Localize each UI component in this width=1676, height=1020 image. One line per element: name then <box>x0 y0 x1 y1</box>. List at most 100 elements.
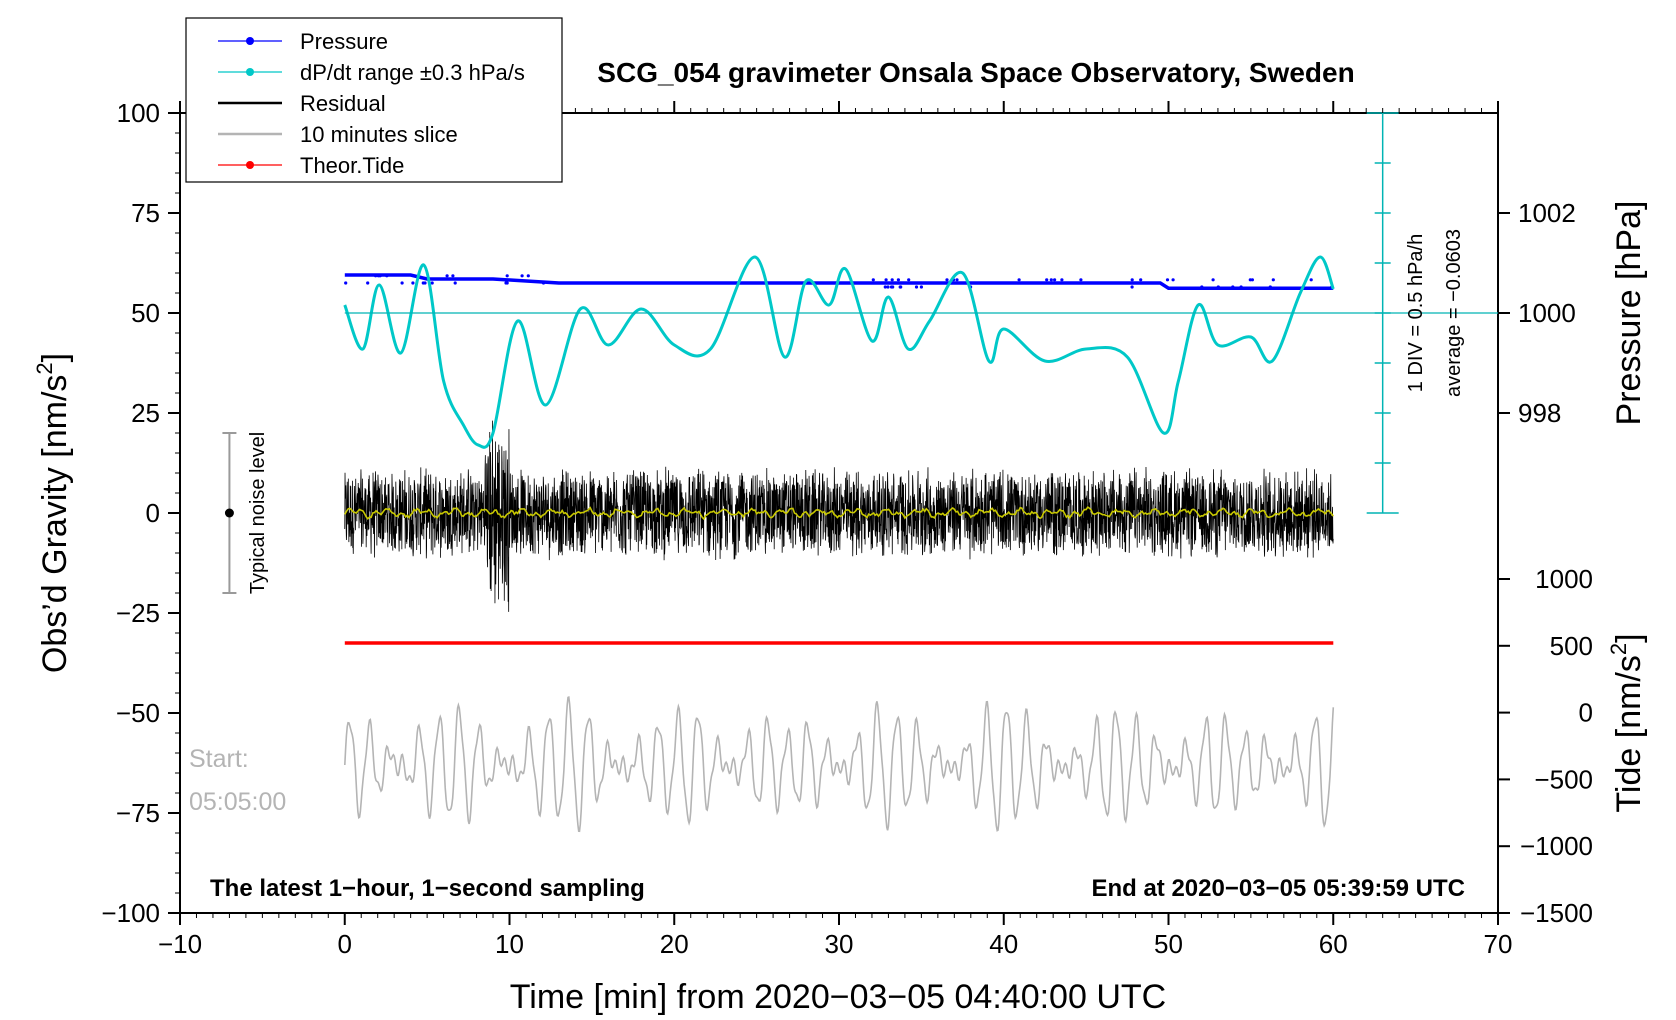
pressure-point <box>914 285 919 289</box>
pressure-point <box>1130 285 1134 289</box>
pressure-point <box>871 278 875 282</box>
pressure-line <box>344 273 1334 290</box>
x-axis-label: Time [min] from 2020−03−05 04:40:00 UTC <box>510 978 1166 1016</box>
pressure-point <box>1231 285 1235 289</box>
slice-start-time: 05:05:00 <box>189 788 286 816</box>
slice-line <box>344 695 1335 833</box>
pressure-tick-label: 1000 <box>1518 298 1576 328</box>
pressure-point <box>898 285 902 289</box>
series-layer <box>222 112 1498 833</box>
pressure-point <box>504 281 508 285</box>
x-tick-label: −10 <box>158 929 202 959</box>
pressure-point <box>421 281 425 285</box>
slice-start-label: Start: <box>189 745 249 773</box>
pressure-point <box>430 281 434 285</box>
pressure-point <box>1060 278 1064 282</box>
pressure-point <box>1200 285 1204 289</box>
pressure-point <box>890 278 894 282</box>
pressure-point <box>1171 278 1175 282</box>
pressure-point <box>366 281 370 285</box>
legend-label-pressure: Pressure <box>300 29 388 54</box>
legend-label-dpdt: dP/dt range ±0.3 hPa/s <box>300 60 525 85</box>
x-tick-label: 30 <box>825 929 854 959</box>
x-tick-label: 60 <box>1319 929 1348 959</box>
pressure-point <box>1250 278 1254 282</box>
pressure-point <box>896 278 901 282</box>
y-tick-label: −25 <box>116 598 160 628</box>
y-tick-label: −75 <box>116 798 160 828</box>
pressure-point <box>919 285 924 289</box>
y-axis-label-pressure: Pressure [hPa] <box>1610 201 1648 426</box>
pressure-point <box>883 285 887 289</box>
noise-bar-center <box>224 508 234 518</box>
pressure-point <box>411 281 415 285</box>
tide-tick-label: −500 <box>1534 764 1593 794</box>
dp-dt-line <box>343 255 1335 449</box>
pressure-point <box>1165 278 1170 282</box>
pressure-point <box>889 285 894 289</box>
residual-line <box>344 420 1334 612</box>
pressure-point <box>945 278 949 282</box>
footer-left: The latest 1−hour, 1−second sampling <box>210 875 645 902</box>
y-tick-label: 25 <box>131 398 160 428</box>
pressure-point <box>1130 278 1134 282</box>
tide-tick-label: 0 <box>1579 698 1593 728</box>
legend-label-slice: 10 minutes slice <box>300 122 458 147</box>
legend-marker-pressure <box>246 37 254 45</box>
tide-tick-label: 500 <box>1550 631 1593 661</box>
legend-marker-tide <box>246 161 254 169</box>
y-tick-label: 50 <box>131 298 160 328</box>
pressure-tick-label: 1002 <box>1518 198 1576 228</box>
y-tick-label: 0 <box>146 498 160 528</box>
pressure-point <box>1139 278 1143 282</box>
pressure-point <box>886 285 890 289</box>
pressure-point <box>451 274 455 278</box>
pressure-point <box>955 278 959 282</box>
y-tick-label: −100 <box>101 898 160 928</box>
legend-label-tide: Theor.Tide <box>300 153 404 178</box>
pressure-point <box>1053 278 1057 282</box>
pressure-point <box>541 281 546 285</box>
pressure-point <box>1079 278 1083 282</box>
chart-title: SCG_054 gravimeter Onsala Space Observat… <box>597 57 1354 88</box>
footer-right: End at 2020−03−05 05:39:59 UTC <box>1091 875 1465 902</box>
pressure-point <box>1239 285 1243 289</box>
pressure-point <box>505 274 509 278</box>
y-tick-label: 100 <box>117 98 160 128</box>
pressure-point <box>1268 285 1272 289</box>
pressure-point <box>1309 278 1313 282</box>
y-tick-label: −50 <box>116 698 160 728</box>
ticks-layer: −10 0 10 20 30 40 50 60 701007550250−25−50−75−10… <box>101 98 1593 959</box>
pressure-point <box>1045 278 1049 282</box>
pressure-point <box>374 274 378 278</box>
noise-level-label: Typical noise level <box>247 432 269 594</box>
tide-tick-label: −1500 <box>1520 898 1593 928</box>
pressure-point <box>526 274 530 278</box>
tide-tick-label: 1000 <box>1535 564 1593 594</box>
pressure-point <box>344 281 348 285</box>
x-tick-label: 10 <box>495 929 524 959</box>
pressure-point <box>453 281 457 285</box>
pressure-point <box>1017 278 1021 282</box>
pressure-point <box>1211 278 1215 282</box>
pressure-point <box>376 274 380 278</box>
legend-box <box>185 17 563 183</box>
legend: Pressure dP/dt range ±0.3 hPa/s Residual… <box>185 17 563 183</box>
y-tick-label: 75 <box>131 198 160 228</box>
pressure-point <box>520 274 524 278</box>
pressure-point <box>445 274 449 278</box>
legend-label-residual: Residual <box>300 91 386 116</box>
tide-tick-label: −1000 <box>1520 831 1593 861</box>
x-tick-label: 20 <box>660 929 689 959</box>
pressure-point <box>1271 278 1275 282</box>
pressure-point <box>907 278 911 282</box>
pressure-div-label: 1 DIV = 0.5 hPa/h <box>1405 234 1427 392</box>
pressure-point <box>385 274 389 278</box>
x-tick-label: 50 <box>1154 929 1183 959</box>
y-axis-label-tide: Tide [nm/s2] <box>1606 633 1648 812</box>
x-tick-label: 0 <box>338 929 352 959</box>
legend-marker-dpdt <box>246 68 254 76</box>
pressure-point <box>1216 285 1220 289</box>
y-axis-label-left: Obs’d Gravity [nm/s2] <box>32 353 74 673</box>
